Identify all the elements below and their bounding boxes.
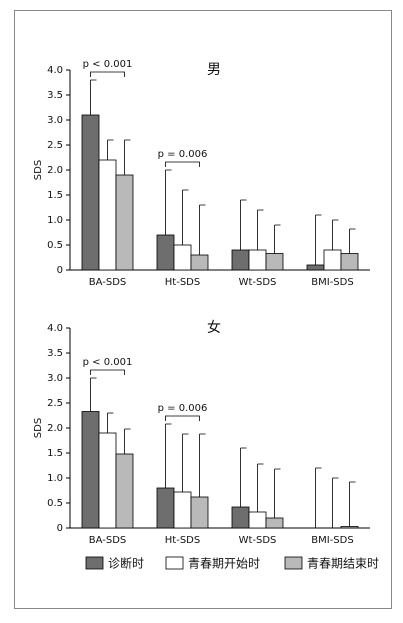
y-tick-label: 3.5 (47, 90, 63, 101)
bar (306, 264, 325, 271)
x-tick-label: BA-SDS (89, 277, 127, 288)
error-bar (349, 481, 356, 527)
error-bar (124, 139, 131, 175)
error-bar (332, 219, 339, 250)
error-bar (199, 204, 206, 255)
annotation: p < 0.001 (83, 357, 133, 368)
error-bar (124, 428, 131, 454)
x-tick-label: Wt-SDS (239, 535, 277, 546)
error-bar (182, 189, 189, 245)
bar (81, 114, 100, 271)
annotation: p = 0.006 (158, 149, 208, 160)
bar (156, 234, 175, 271)
x-tick-label: BMI-SDS (311, 277, 353, 288)
bar (231, 249, 250, 271)
error-bar (107, 139, 114, 160)
bar (98, 432, 117, 529)
error-bar (257, 463, 264, 512)
bar (190, 254, 209, 271)
legend-label: 青春期结束时 (307, 557, 379, 571)
y-tick-label: 1.0 (47, 473, 63, 484)
error-bar (199, 433, 206, 497)
annotation: p = 0.006 (158, 403, 208, 414)
y-axis-label: SDS (33, 418, 44, 438)
bar (265, 517, 284, 529)
bar (340, 253, 359, 271)
x-tick-label: BMI-SDS (311, 535, 353, 546)
legend-label: 诊断时 (108, 556, 144, 571)
x-tick-label: Ht-SDS (165, 535, 200, 546)
bar (81, 411, 100, 529)
error-bar (274, 224, 281, 254)
error-bar (349, 228, 356, 254)
bar (248, 249, 267, 271)
bar (340, 526, 359, 529)
bar (115, 174, 134, 271)
y-tick-label: 3.0 (47, 373, 63, 384)
error-bar (165, 169, 172, 235)
bar (265, 253, 284, 271)
bar (190, 496, 209, 529)
x-tick-label: BA-SDS (89, 535, 127, 546)
significance-bracket (165, 161, 200, 167)
y-tick-label: 2.5 (47, 140, 63, 151)
error-bar (107, 412, 114, 433)
y-tick-label: 2.5 (47, 398, 63, 409)
bar (231, 506, 250, 529)
bar (173, 244, 192, 271)
y-tick-label: 3.0 (47, 115, 63, 126)
legend-label: 青春期开始时 (188, 557, 260, 571)
x-tick-label: Ht-SDS (165, 277, 200, 288)
bar (173, 491, 192, 529)
y-tick-label: 2.0 (47, 165, 63, 176)
bar (323, 249, 342, 271)
y-tick-label: 0.5 (47, 498, 63, 509)
frame (14, 10, 392, 609)
legend-swatch (85, 556, 104, 570)
y-tick-label: 0.5 (47, 240, 63, 251)
y-tick-label: 0 (57, 523, 63, 534)
y-axis-label: SDS (33, 160, 44, 180)
error-bar (315, 467, 322, 528)
y-tick-label: 3.5 (47, 348, 63, 359)
bar (156, 487, 175, 529)
error-bar (240, 199, 247, 250)
error-bar (240, 447, 247, 507)
error-bar (182, 433, 189, 492)
y-tick-label: 4.0 (47, 323, 63, 334)
y-tick-label: 4.0 (47, 65, 63, 76)
significance-bracket (165, 415, 200, 421)
error-bar (332, 477, 339, 528)
chart-title: 男 (207, 62, 221, 78)
error-bar (90, 79, 97, 115)
significance-bracket (90, 71, 125, 77)
error-bar (257, 209, 264, 250)
y-tick-label: 2.0 (47, 423, 63, 434)
y-tick-label: 1.5 (47, 190, 63, 201)
y-tick-label: 1.5 (47, 448, 63, 459)
bar (248, 511, 267, 529)
bar (115, 453, 134, 529)
x-tick-label: Wt-SDS (239, 277, 277, 288)
chart-title: 女 (207, 319, 221, 336)
annotation: p < 0.001 (83, 59, 133, 70)
y-tick-label: 0 (57, 265, 63, 276)
y-tick-label: 1.0 (47, 215, 63, 226)
significance-bracket (90, 369, 125, 375)
error-bar (165, 423, 172, 488)
bar (98, 159, 117, 271)
error-bar (315, 214, 322, 265)
legend-swatch (284, 556, 303, 570)
error-bar (274, 468, 281, 518)
error-bar (90, 377, 97, 412)
legend-swatch (165, 556, 184, 570)
